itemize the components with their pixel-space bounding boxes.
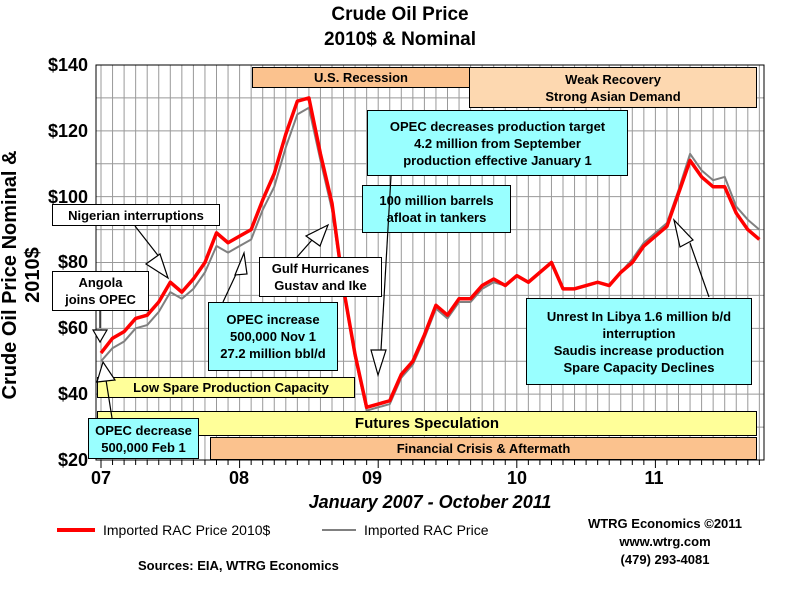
label: Strong Asian Demand (545, 88, 681, 104)
barrels-afloat-callout: 100 million barrels afloat in tankers (362, 185, 511, 233)
label: Gulf Hurricanes (271, 261, 370, 276)
weak-recovery-band: Weak Recovery Strong Asian Demand (469, 67, 757, 108)
label: afloat in tankers (386, 210, 487, 225)
label: Unrest In Libya 1.6 million b/d (546, 308, 732, 324)
label: 100 million barrels (379, 193, 494, 208)
label: Saudis increase production (553, 342, 725, 358)
credit-phone: (479) 293-4081 (620, 552, 710, 567)
label: 500,000 Nov 1 (229, 329, 316, 344)
label: Spare Capacity Declines (563, 359, 715, 375)
nigerian-callout: Nigerian interruptions (52, 204, 220, 226)
angola-callout: Angola joins OPEC (52, 271, 149, 311)
x-tick: 08 (228, 468, 250, 488)
opec-increase-callout: OPEC increase 500,000 Nov 1 27.2 million b… (208, 302, 338, 371)
label: 4.2 million from September (414, 135, 581, 151)
opec-target-callout: OPEC decreases production target 4.2 mill… (367, 110, 628, 176)
label: Nigerian interruptions (68, 207, 204, 223)
x-tick: 10 (506, 468, 528, 488)
legend-swatch-gray (322, 529, 356, 531)
y-tick: $100 (47, 187, 88, 207)
y-tick: $140 (47, 55, 88, 75)
futures-speculation-band: Futures Speculation (97, 411, 757, 436)
label: 27.2 million bbl/d (220, 346, 326, 361)
y-tick: $20 (57, 450, 88, 470)
y-axis-title: Crude Oil Price Nominal & 2010$ (0, 150, 44, 400)
label: interruption (602, 325, 676, 341)
sources: Sources: EIA, WTRG Economics (138, 558, 339, 573)
credit-site: www.wtrg.com (619, 534, 711, 549)
x-axis-title: January 2007 - October 2011 (308, 492, 552, 512)
y-tick: $120 (47, 121, 88, 141)
libya-callout: Unrest In Libya 1.6 million b/d interrupt… (526, 298, 752, 385)
label: Low Spare Production Capacity (133, 380, 329, 395)
x-tick: 11 (644, 468, 664, 488)
series-line-rac-2010 (99, 96, 761, 410)
plot-frame (95, 64, 765, 461)
label: production effective January 1 (403, 152, 592, 168)
legend-label: Imported RAC Price (364, 522, 489, 538)
us-recession-band: U.S. Recession (252, 67, 470, 88)
label: U.S. Recession (314, 70, 408, 85)
opec-decrease-callout: OPEC decrease 500,000 Feb 1 (88, 418, 199, 459)
y-tick: $80 (57, 252, 88, 272)
legend-label: Imported RAC Price 2010$ (103, 522, 271, 538)
label: Futures Speculation (354, 415, 500, 432)
credit-company: WTRG Economics ©2011 (587, 516, 743, 531)
y-tick: $60 (57, 318, 88, 338)
chart-title: Crude Oil Price (331, 4, 469, 25)
financial-crisis-band: Financial Crisis & Aftermath (210, 437, 757, 460)
label: OPEC decrease (95, 422, 192, 438)
label: 500,000 Feb 1 (101, 439, 186, 455)
low-spare-capacity-band: Low Spare Production Capacity (97, 377, 355, 398)
label: Angola (78, 275, 123, 290)
x-tick: 07 (90, 468, 112, 488)
x-tick: 09 (361, 468, 383, 488)
label: Gustav and Ike (274, 278, 367, 293)
chart-subtitle: 2010$ & Nominal (323, 29, 477, 50)
label: OPEC decreases production target (389, 118, 606, 134)
label: Financial Crisis & Aftermath (396, 441, 571, 456)
label: OPEC increase (226, 312, 320, 327)
label: Weak Recovery (565, 71, 661, 87)
y-tick: $40 (57, 384, 88, 404)
label: joins OPEC (65, 292, 136, 307)
legend-swatch-red (57, 528, 95, 532)
gulf-hurricanes-callout: Gulf Hurricanes Gustav and Ike (259, 257, 382, 297)
